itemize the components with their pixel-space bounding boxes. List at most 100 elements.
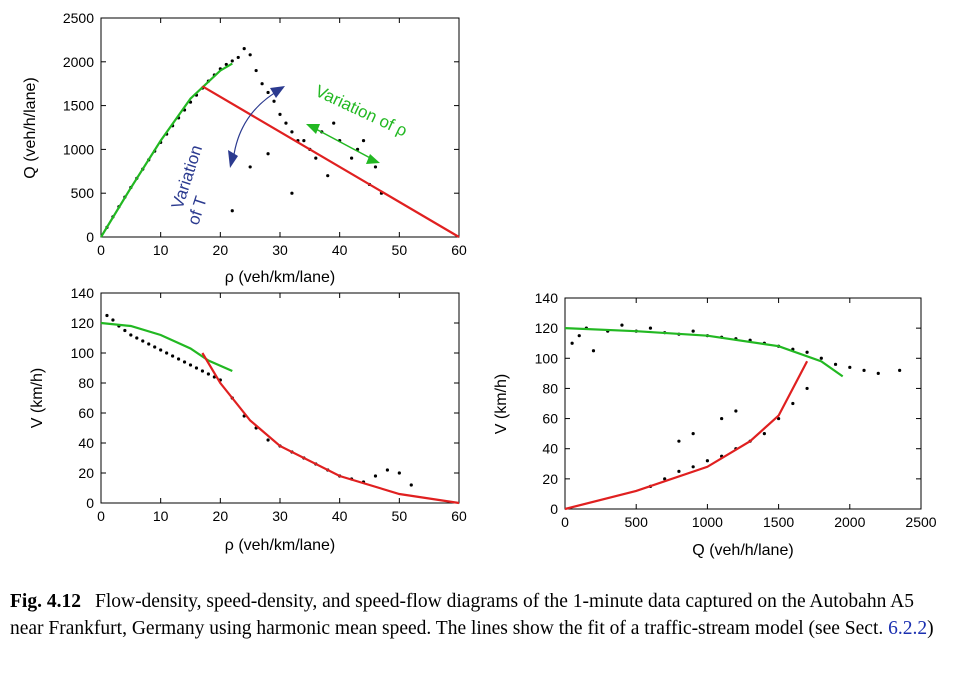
x-tick-label: 20 [213,508,229,524]
y-tick-label: 0 [86,495,94,511]
x-axis-title: Q (veh/h/lane) [692,542,793,559]
data-point [272,99,276,103]
y-tick-label: 0 [550,501,558,517]
data-point [284,121,288,125]
data-point [290,191,294,195]
x-tick-label: 40 [332,508,348,524]
data-point [278,112,282,116]
data-point [165,351,169,355]
ticks: 0 10 20 30 40 50 60 0 500 1000 1500 2000 2500 [63,10,467,258]
figure-label: Fig. 4.12 [10,591,81,612]
data-point [290,130,294,134]
data-points [105,313,413,487]
data-point [105,313,109,318]
x-tick-label: 2500 [905,514,936,530]
data-point [194,366,199,370]
data-point [135,336,139,340]
data-point [373,165,378,169]
data-point [224,62,228,67]
variation-rho-arrow [306,124,380,164]
data-point [182,360,187,364]
data-point [663,477,667,481]
data-point [397,471,401,475]
data-point [805,350,809,354]
fit-lines [564,327,844,511]
caption-text: Flow-density, speed-density, and speed-f… [10,591,914,639]
y-tick-label: 1000 [63,141,94,157]
data-point [248,53,252,57]
data-point [266,438,270,442]
y-tick-label: 60 [542,411,558,427]
data-point [570,341,574,345]
data-point [260,82,264,86]
x-axis-title: ρ (veh/km/lane) [225,537,335,554]
data-point [848,365,852,369]
data-point [123,328,127,333]
data-point [734,409,738,413]
data-point [332,121,336,125]
x-tick-label: 20 [213,242,229,258]
x-tick-label: 1000 [692,514,723,530]
data-point [254,68,258,73]
data-point [677,469,681,473]
fit-lines [100,321,460,505]
data-point [171,354,175,358]
x-tick-label: 2000 [834,514,865,530]
y-tick-label: 100 [535,350,559,366]
fit-line-congested [201,352,460,505]
data-point [200,369,205,373]
data-points [570,323,902,488]
data-point [373,474,378,478]
data-point [350,156,354,160]
plot-frame [564,297,922,510]
data-point [691,465,695,469]
y-tick-label: 20 [542,471,558,487]
data-point [236,55,240,60]
data-point [791,401,795,406]
data-points [105,47,384,229]
x-tick-label: 30 [272,508,288,524]
y-tick-label: 2000 [63,54,94,70]
data-point [129,333,133,337]
y-tick-label: 500 [71,185,95,201]
data-point [176,357,181,361]
figure-caption: Fig. 4.12 Flow-density, speed-density, an… [10,588,946,642]
data-point [691,329,695,333]
data-point [326,174,330,178]
y-tick-label: 20 [78,465,94,481]
x-tick-label: 0 [561,514,569,530]
x-tick-label: 10 [153,242,169,258]
speed-flow-panel: 0 500 1000 1500 2000 2500 0 20 40 60 80 100 120 140 Q… [493,290,937,559]
section-link[interactable]: 6.2.2 [888,618,928,639]
y-tick-label: 120 [535,320,559,336]
y-tick-label: 100 [71,345,95,361]
data-point [302,139,306,143]
y-tick-label: 1500 [63,98,94,114]
y-tick-label: 140 [71,285,95,301]
data-point [230,59,234,63]
x-tick-label: 40 [332,242,348,258]
y-tick-label: 60 [78,405,94,421]
fit-line-free [100,62,233,238]
data-point [230,209,234,213]
x-tick-label: 0 [97,242,105,258]
y-axis-title: V (km/h) [29,368,46,428]
data-point [805,386,809,391]
y-tick-label: 2500 [63,10,94,26]
data-point [691,432,695,436]
x-tick-label: 50 [392,242,408,258]
data-point [111,318,115,322]
y-tick-label: 40 [78,435,94,451]
variation-rho-label: Variation of ρ [312,81,410,140]
x-tick-label: 60 [451,242,467,258]
data-point [242,47,246,51]
data-point [762,432,766,436]
data-point [876,371,880,375]
data-point [153,345,157,349]
ticks: 0 500 1000 1500 2000 2500 0 20 40 60 80 100 120 140 [535,290,937,530]
x-tick-label: 1500 [763,514,794,530]
y-tick-label: 80 [78,375,94,391]
data-point [620,323,624,327]
data-point [648,326,653,330]
